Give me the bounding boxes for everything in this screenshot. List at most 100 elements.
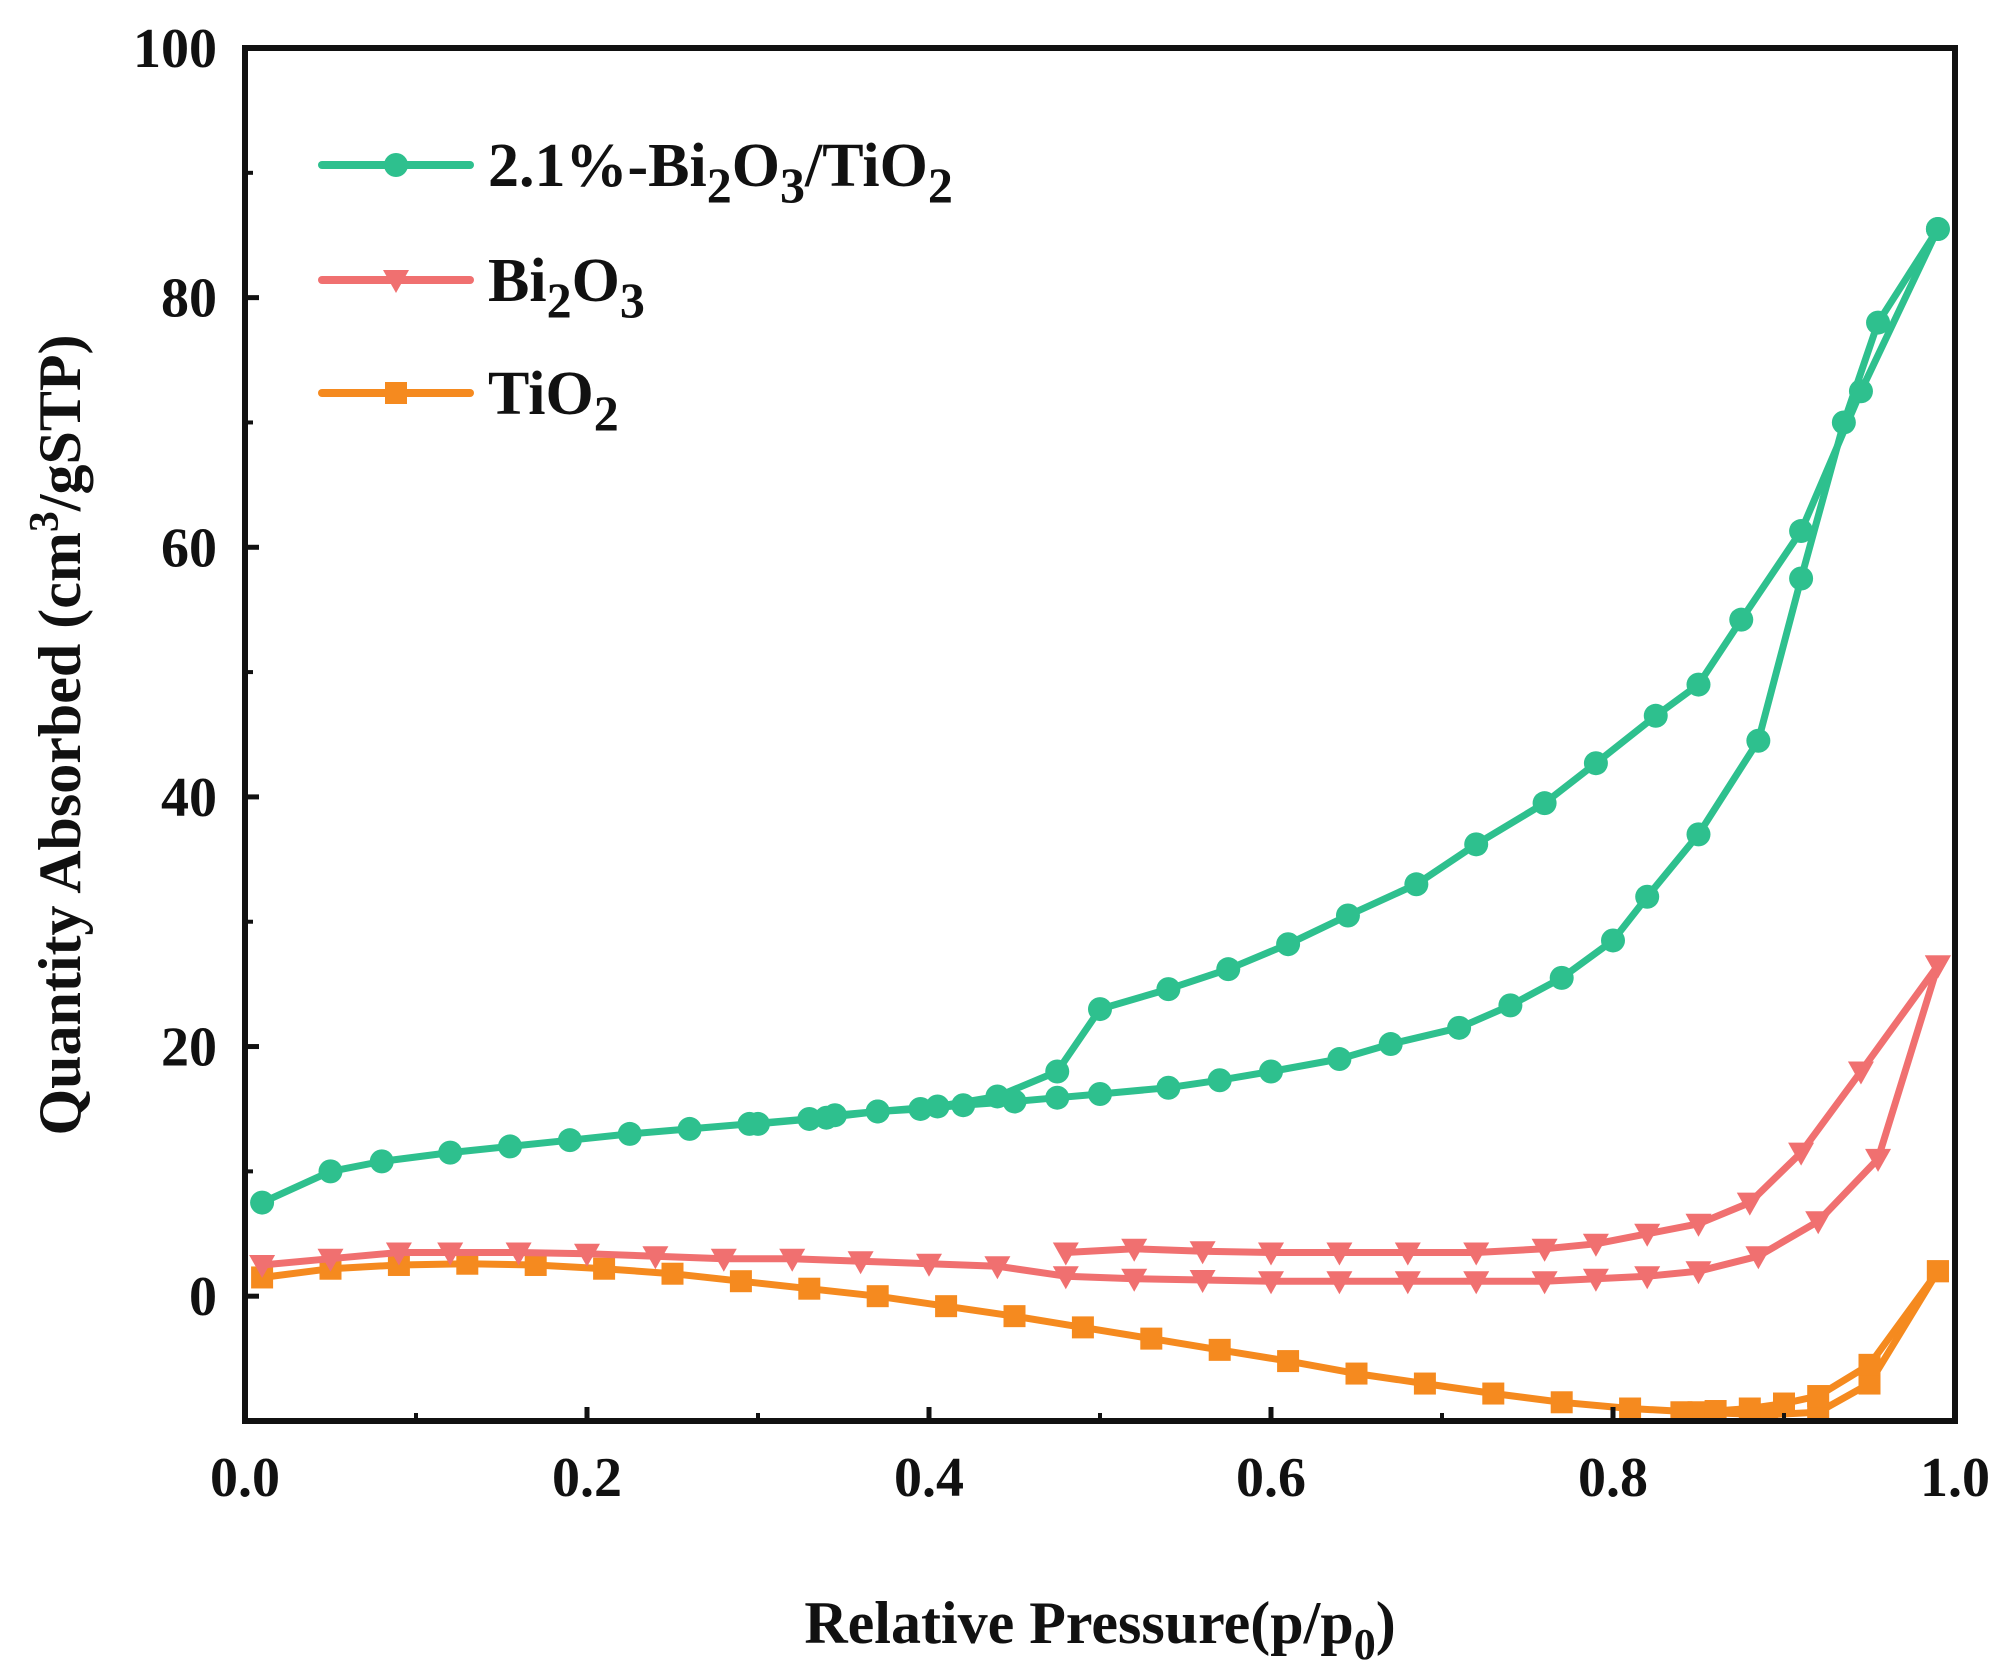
data-point: [1746, 728, 1771, 753]
data-point: [1788, 1142, 1815, 1166]
data-point: [1052, 1242, 1079, 1266]
x-tick-label: 0.8: [1578, 1447, 1648, 1509]
data-point: [1208, 1338, 1231, 1361]
data-point: [1670, 1401, 1693, 1421]
data-point: [249, 1254, 276, 1278]
data-point: [438, 1140, 463, 1165]
data-point: [1189, 1269, 1216, 1293]
data-point: [1140, 1327, 1163, 1350]
legend: 2.1%-Bi2O3/TiO2 Bi2O3 TiO2: [318, 132, 953, 441]
data-point: [1447, 1015, 1472, 1040]
data-point: [1276, 932, 1301, 957]
data-point: [797, 1106, 822, 1131]
data-point: [1345, 1362, 1368, 1385]
data-point: [1549, 965, 1574, 990]
data-point: [1003, 1305, 1026, 1328]
legend-marker: [385, 382, 407, 404]
data-point: [1550, 1391, 1573, 1414]
data-point: [1687, 1401, 1710, 1421]
data-point: [617, 1121, 642, 1146]
data-point: [317, 1248, 344, 1272]
data-point: [1635, 884, 1660, 909]
y-tick-label: 0: [189, 1266, 217, 1328]
data-point: [1326, 1271, 1353, 1295]
data-point: [1601, 928, 1625, 953]
data-point: [1531, 1271, 1558, 1295]
data-point: [1807, 1385, 1830, 1408]
data-point: [847, 1251, 874, 1275]
data-point: [1686, 672, 1711, 697]
data-point: [729, 1270, 752, 1293]
x-tick-label: 1.0: [1920, 1447, 1990, 1509]
data-point: [677, 1116, 702, 1141]
data-point: [916, 1253, 942, 1277]
data-point: [984, 1256, 1011, 1280]
data-point: [710, 1248, 737, 1272]
data-point: [1634, 1266, 1661, 1290]
legend-label: 2.1%-Bi2O3/TiO2: [488, 132, 953, 213]
data-point: [1925, 216, 1950, 241]
data-point: [1482, 1382, 1505, 1405]
data-point: [1789, 519, 1814, 544]
data-point: [1394, 1271, 1421, 1295]
legend-item: TiO2: [318, 360, 619, 441]
data-point: [1619, 1397, 1642, 1420]
y-tick-label: 60: [161, 517, 217, 579]
data-point: [1189, 1241, 1216, 1265]
y-tick-label: 20: [161, 1017, 217, 1079]
series-circle-group: [250, 216, 1950, 1215]
data-point: [1088, 1081, 1112, 1106]
legend-marker: [383, 270, 409, 293]
data-point: [1258, 1242, 1284, 1266]
data-point: [1729, 607, 1754, 632]
data-point: [1156, 1075, 1181, 1100]
series-triangle-down-group: [249, 955, 1951, 1295]
data-point: [456, 1252, 479, 1275]
data-point: [498, 1134, 523, 1159]
data-point: [1045, 1059, 1070, 1084]
data-point: [1583, 751, 1608, 776]
data-point: [1156, 977, 1181, 1002]
plot-area: [249, 216, 1951, 1421]
data-point: [1582, 1233, 1609, 1257]
data-point: [642, 1246, 669, 1270]
data-point: [1121, 1238, 1148, 1262]
data-point: [1924, 955, 1951, 979]
data-point: [1789, 566, 1814, 591]
data-point: [1926, 1260, 1949, 1283]
data-point: [1326, 1242, 1353, 1266]
data-point: [1685, 1261, 1712, 1285]
data-point: [1755, 1403, 1778, 1421]
data-point: [1848, 379, 1873, 404]
data-point: [1858, 1353, 1881, 1376]
data-point: [925, 1094, 950, 1119]
data-point: [1643, 703, 1668, 728]
data-point: [1685, 1213, 1712, 1237]
data-point: [1704, 1400, 1727, 1421]
data-point: [1277, 1350, 1300, 1373]
data-point: [1531, 1238, 1558, 1262]
data-point: [1413, 1372, 1436, 1395]
data-point: [798, 1277, 821, 1300]
legend-marker: [384, 153, 408, 177]
data-point: [661, 1262, 684, 1285]
data-point: [1831, 410, 1856, 435]
data-point: [1404, 872, 1429, 897]
data-point: [1738, 1397, 1761, 1420]
data-point: [1464, 832, 1489, 857]
data-point: [593, 1257, 616, 1280]
data-point: [1216, 957, 1241, 982]
data-point: [985, 1084, 1010, 1109]
data-point: [1532, 791, 1557, 816]
data-point: [1736, 1192, 1763, 1216]
data-point: [814, 1105, 839, 1130]
data-point: [1258, 1271, 1284, 1295]
data-point: [1088, 997, 1112, 1022]
data-point: [1121, 1268, 1148, 1292]
axis-ticks: 0.0 0.2 0.4 0.6 0.8 1.0 0 20 40 60 80 100: [133, 18, 1990, 1509]
legend-label: TiO2: [488, 360, 619, 441]
y-axis-title: Quantity Absorbed (cm3/gSTP): [22, 334, 93, 1135]
data-point: [1378, 1032, 1403, 1057]
data-point: [1207, 1068, 1232, 1093]
